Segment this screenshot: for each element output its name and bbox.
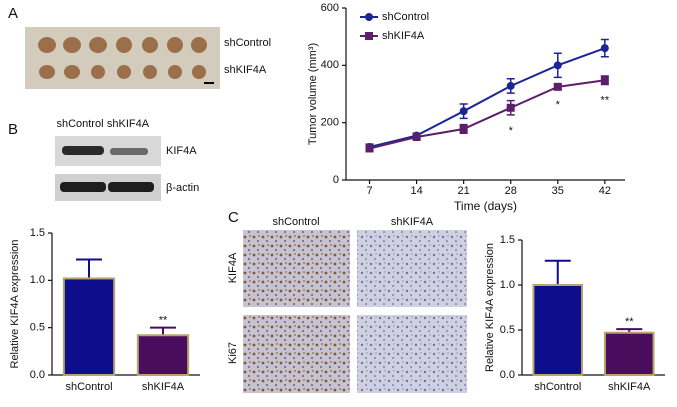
point (506, 103, 515, 112)
point (600, 44, 609, 53)
legend-label: shKIF4A (382, 30, 425, 42)
y-tick-label: 0.0 (30, 369, 45, 381)
y-axis-label: Relative KIF4A expression (9, 239, 21, 368)
ihc-row-label: KIF4A (227, 252, 239, 283)
ihc-row-label: Ki67 (227, 342, 239, 364)
significance-mark: * (509, 125, 514, 137)
y-tick-label: 400 (321, 59, 339, 71)
blot-band-label: β-actin (166, 182, 199, 194)
ihc-column-label: shControl (272, 216, 319, 228)
photo-row-label: shControl (224, 37, 271, 49)
y-tick-label: 0.5 (500, 324, 515, 336)
photo-row-label: shKIF4A (224, 64, 267, 76)
ihc-images (243, 230, 467, 393)
panel-letter: B (8, 121, 18, 138)
x-tick-label: shKIF4A (142, 381, 185, 393)
x-tick-label: shControl (65, 381, 112, 393)
y-tick-label: 0 (333, 174, 339, 186)
point (600, 76, 609, 85)
y-tick-label: 200 (321, 117, 339, 129)
significance-mark: ** (625, 316, 634, 328)
significance-mark: * (556, 99, 561, 111)
point (553, 61, 562, 70)
panel-letter: C (228, 209, 239, 226)
bar (62, 277, 116, 376)
error-bar (150, 326, 176, 336)
y-axis-label: Tumor volume (mm³) (307, 43, 319, 145)
point (365, 144, 374, 153)
x-tick-label: 14 (410, 185, 422, 197)
x-tick-label: 42 (599, 185, 611, 197)
series-line (369, 47, 606, 149)
x-tick-label: 35 (552, 185, 564, 197)
legend-label: shControl (382, 11, 429, 23)
error-bar (76, 258, 102, 279)
x-tick-label: 7 (366, 185, 372, 197)
significance-mark: ** (159, 315, 168, 327)
y-tick-label: 1.5 (500, 234, 515, 246)
y-tick-label: 600 (321, 2, 339, 14)
legend-marker (365, 32, 373, 40)
x-tick-label: shKIF4A (608, 381, 651, 393)
point (459, 107, 468, 116)
point (506, 81, 515, 90)
x-tick-label: 28 (505, 185, 517, 197)
blot-column-label: shControl (56, 118, 103, 130)
x-tick-label: 21 (458, 185, 470, 197)
panel-letter: A (8, 5, 18, 22)
legend-marker (365, 13, 373, 21)
significance-mark: ** (601, 94, 610, 106)
western-blot (55, 136, 161, 201)
series-line (369, 79, 605, 150)
y-tick-label: 1.5 (30, 227, 45, 239)
bar (136, 334, 190, 376)
y-tick-label: 0.0 (500, 369, 515, 381)
y-tick-label: 1.0 (500, 279, 515, 291)
blot-column-label: shKIF4A (107, 118, 150, 130)
x-axis-label: Time (days) (454, 199, 517, 213)
bar (603, 331, 655, 377)
point (412, 133, 421, 141)
bar (532, 284, 584, 376)
y-axis-label: Relative KIF4A expression (484, 243, 496, 372)
ihc-column-label: shKIF4A (391, 216, 434, 228)
point (553, 82, 562, 91)
x-tick-label: shControl (534, 381, 581, 393)
y-tick-label: 0.5 (30, 322, 45, 334)
error-bar (544, 259, 571, 285)
y-tick-label: 1.0 (30, 274, 45, 286)
blot-band-label: KIF4A (166, 145, 197, 157)
point (459, 124, 468, 133)
tumor-photo (25, 27, 220, 89)
